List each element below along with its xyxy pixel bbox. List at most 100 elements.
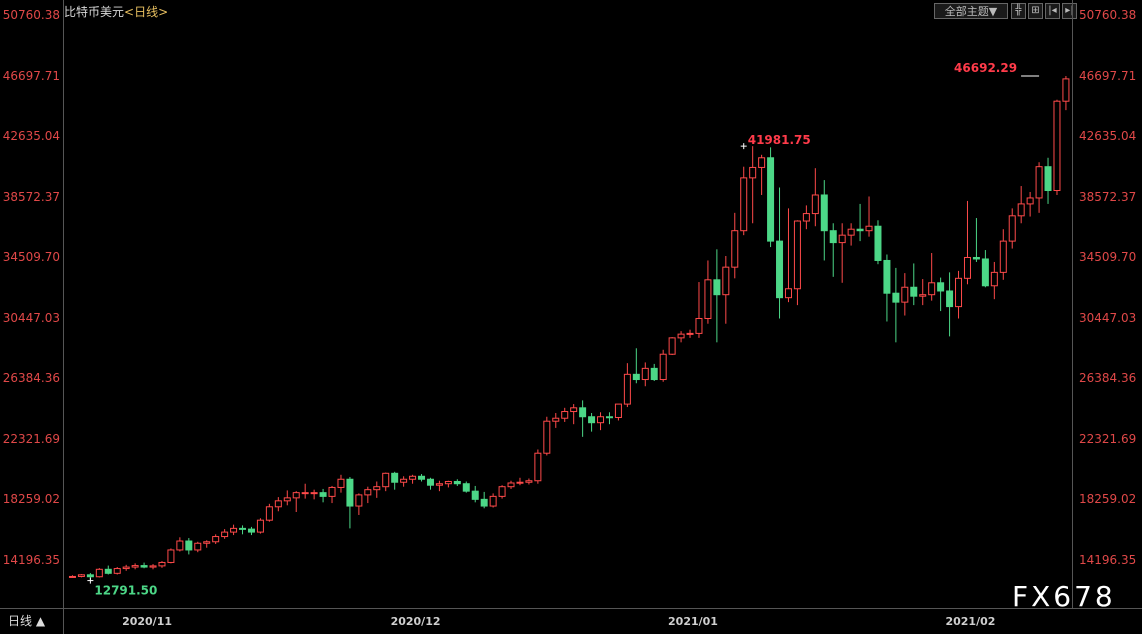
candle-up [68, 575, 76, 578]
candle-up [793, 220, 801, 290]
candle-up [1062, 78, 1070, 102]
candle-up [1017, 203, 1025, 217]
candle-up [525, 480, 533, 483]
candle-down [767, 157, 775, 242]
fullscreen-icon[interactable]: ⊞ [1028, 3, 1043, 19]
candle-up [113, 568, 121, 574]
candle-up [668, 337, 676, 355]
candle-up [919, 294, 927, 297]
price-tick-label: 42635.04 [2, 129, 60, 144]
candle-up [784, 288, 792, 299]
candle-down [820, 194, 828, 232]
candle-up [444, 480, 452, 485]
price-tick-label: 18259.02 [1079, 492, 1137, 507]
candle-up [865, 225, 873, 232]
price-tick-label: 34509.70 [2, 250, 60, 265]
candlestick-plot[interactable]: 46692.29 41981.75 12791.50 [64, 0, 1072, 608]
period-label[interactable]: 日线 [134, 5, 159, 19]
price-tick-label: 34509.70 [1079, 250, 1137, 265]
candle-up [614, 403, 622, 418]
forward-icon[interactable]: ▸| [1062, 3, 1077, 19]
candle-up [498, 486, 506, 497]
left-price-axis: 50760.38 46697.71 42635.04 38572.37 34509.70… [0, 0, 64, 608]
price-tick-label: 38572.37 [2, 189, 60, 204]
add-icon[interactable]: ╬ [1011, 3, 1026, 19]
candle-up [999, 240, 1007, 273]
candle-up [265, 506, 273, 521]
candle-up [77, 574, 85, 577]
candle-up [928, 282, 936, 296]
candle-up [811, 194, 819, 215]
instrument-name: 比特币美元 [64, 5, 125, 19]
candle-up [203, 541, 211, 544]
candle-down [910, 286, 918, 297]
rewind-icon[interactable]: |◂ [1045, 3, 1060, 19]
candle-up [158, 561, 166, 567]
price-tick-label: 22321.69 [1079, 431, 1137, 446]
period-suffix: > [158, 5, 169, 19]
candle-up [623, 373, 631, 405]
candle-up [1035, 166, 1043, 199]
candle-up [686, 332, 694, 335]
candle-down [1044, 166, 1052, 192]
candle-up [1053, 100, 1061, 192]
price-tick-label: 38572.37 [1079, 189, 1137, 204]
candle-up [749, 166, 757, 179]
price-tick-label: 46697.71 [1079, 68, 1137, 83]
candle-up [901, 286, 909, 303]
candle-down [391, 472, 399, 483]
candle-up [149, 565, 157, 568]
candle-up [167, 549, 175, 563]
candle-down [471, 490, 479, 500]
candle-up [641, 367, 649, 381]
candle-up [355, 494, 363, 507]
price-tick-label: 14196.35 [2, 552, 60, 567]
period-switch-button[interactable]: 日线 ▲ [0, 609, 64, 634]
candle-up [847, 228, 855, 236]
candle-up [990, 271, 998, 287]
price-tick-label: 26384.36 [1079, 371, 1137, 386]
candle-down [579, 407, 587, 418]
candle-down [605, 416, 613, 419]
candle-down [981, 258, 989, 287]
candle-up [802, 213, 810, 222]
candle-up [301, 492, 309, 495]
candle-up [722, 266, 730, 296]
candle-up [310, 492, 318, 495]
candle-up [561, 411, 569, 419]
date-tick-label: 2021/02 [945, 615, 996, 628]
candle-up [283, 497, 291, 502]
candle-up [194, 542, 202, 551]
candle-up [373, 486, 381, 491]
candle-up [1008, 215, 1016, 242]
candle-up [400, 478, 408, 483]
theme-dropdown-button[interactable]: 全部主题▼ [934, 3, 1008, 19]
candle-up [131, 565, 139, 568]
price-tick-label: 50760.38 [1079, 8, 1137, 23]
candle-up [838, 234, 846, 244]
watermark-logo: FX678 [1012, 580, 1116, 613]
candle-down [874, 225, 882, 261]
price-tick-label: 18259.02 [2, 492, 60, 507]
candle-up [489, 495, 497, 507]
candle-up [230, 527, 238, 533]
candle-up [534, 452, 542, 482]
price-tick-label: 30447.03 [1079, 310, 1137, 325]
candle-up [337, 478, 345, 488]
candle-up [176, 540, 184, 551]
candle-down [892, 292, 900, 303]
period-prefix: < [124, 5, 135, 19]
candle-down [480, 498, 488, 507]
candle-up [963, 256, 971, 279]
price-tick-label: 14196.35 [1079, 552, 1137, 567]
low-price-label: 12791.50 [94, 584, 157, 598]
candle-down [346, 478, 354, 507]
candle-down [453, 480, 461, 485]
candle-up [507, 482, 515, 488]
price-tick-label: 26384.36 [2, 371, 60, 386]
candle-down [856, 228, 864, 232]
candle-up [552, 417, 560, 422]
candle-up [364, 489, 372, 496]
candle-up [704, 279, 712, 320]
candle-up [758, 157, 766, 168]
